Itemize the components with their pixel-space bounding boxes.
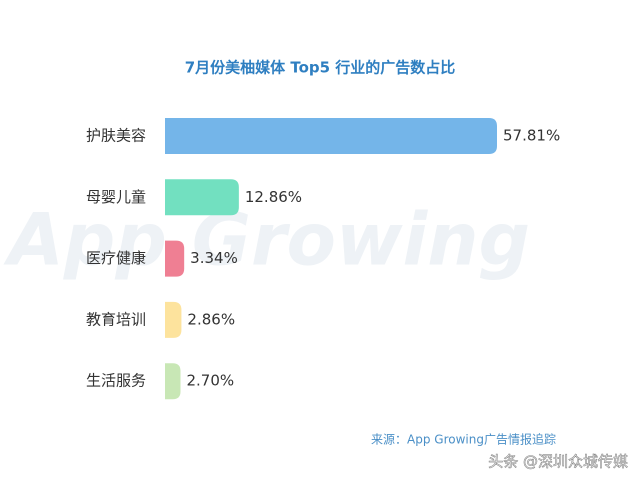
value-label: 12.86% bbox=[245, 188, 302, 206]
source: 来源：App Growing广告情报追踪 bbox=[371, 432, 556, 447]
watermark: App Growing bbox=[3, 198, 530, 282]
value-label: 2.70% bbox=[187, 372, 235, 390]
value-label: 3.34% bbox=[190, 249, 238, 267]
bar bbox=[165, 301, 182, 338]
category-label: 生活服务 bbox=[86, 372, 146, 390]
category-label: 护肤美容 bbox=[86, 127, 146, 145]
category-label: 教育培训 bbox=[86, 310, 146, 328]
category-label: 母婴儿童 bbox=[86, 188, 146, 206]
category-label: 医疗健康 bbox=[86, 249, 146, 267]
bar bbox=[165, 179, 239, 216]
chart-title: 7月份美柚媒体 Top5 行业的广告数占比 bbox=[185, 59, 456, 77]
bar bbox=[165, 118, 497, 154]
bar bbox=[165, 363, 181, 400]
bar bbox=[165, 240, 185, 277]
value-label: 2.86% bbox=[187, 310, 235, 328]
footer-watermark: 头条 @深圳众城传媒 bbox=[488, 453, 628, 471]
value-label: 57.81% bbox=[503, 127, 560, 145]
